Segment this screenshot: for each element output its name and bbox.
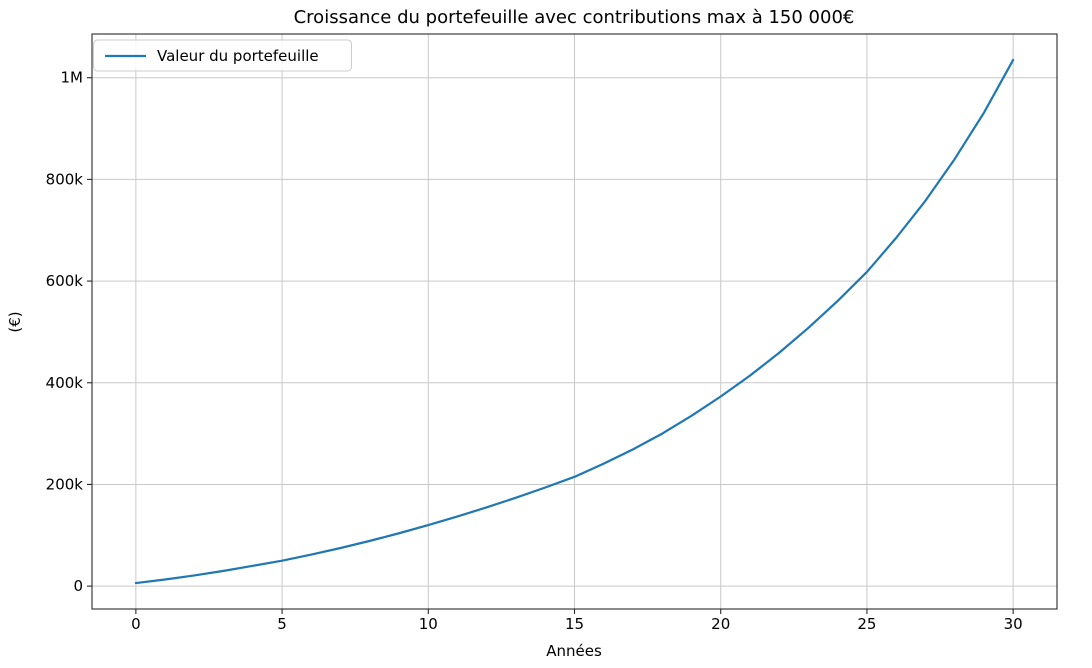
y-tick-label: 400k: [46, 374, 84, 392]
portfolio-value-line: [134, 58, 1015, 585]
x-tick-label: 5: [277, 615, 287, 633]
x-tick-label: 25: [857, 615, 876, 633]
x-tick-label: 15: [565, 615, 584, 633]
y-tick-label: 600k: [46, 272, 84, 290]
y-tick-label: 200k: [46, 475, 84, 493]
x-tick-label: 10: [419, 615, 438, 633]
x-tick-label: 20: [711, 615, 730, 633]
tick-marks: [87, 77, 1014, 614]
y-tick-label: 0: [73, 577, 83, 595]
gridlines: [92, 34, 1057, 609]
legend-box: [93, 39, 352, 72]
x-tick-label: 0: [131, 615, 141, 633]
y-tick-label: 800k: [46, 170, 84, 188]
legend: Valeur du portefeuille: [93, 39, 352, 72]
x-axis-label: Années: [546, 642, 602, 660]
tick-labels: 0 5 10 15 20 25 30 0 200k 400k 600k 800k 1M: [46, 69, 1023, 633]
series-lines: [134, 58, 1015, 585]
chart-title: Croissance du portefeuille avec contribu…: [294, 7, 855, 28]
plot-frame: [91, 33, 1058, 610]
legend-entry-label: Valeur du portefeuille: [157, 47, 319, 65]
x-tick-label: 30: [1004, 615, 1023, 633]
y-axis-label: (€): [6, 311, 24, 332]
y-tick-label: 1M: [61, 69, 84, 87]
